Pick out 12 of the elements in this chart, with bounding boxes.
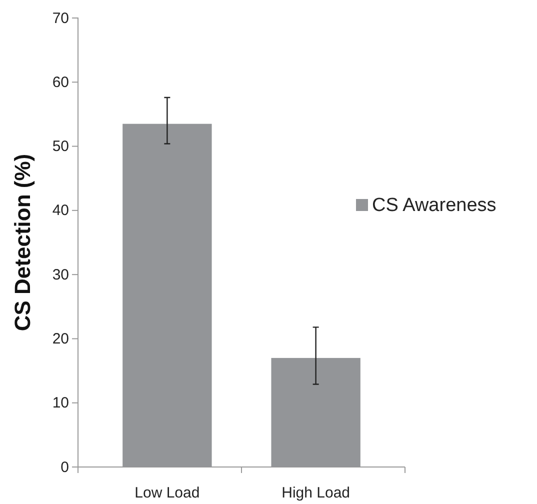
y-tick-label: 30 [52,266,69,284]
legend-label: CS Awareness [372,195,496,216]
y-tick-label: 40 [52,202,69,220]
x-tick-label: High Load [282,484,350,502]
y-tick-label: 50 [52,138,69,156]
y-tick-label: 0 [60,458,69,476]
y-axis-title: CS Detection (%) [10,154,35,332]
x-tick-label: Low Load [134,484,200,502]
y-tick-label: 10 [52,394,69,412]
y-tick-label: 60 [52,74,69,91]
y-tick-label: 70 [52,10,69,27]
y-tick-label: 20 [52,330,69,348]
